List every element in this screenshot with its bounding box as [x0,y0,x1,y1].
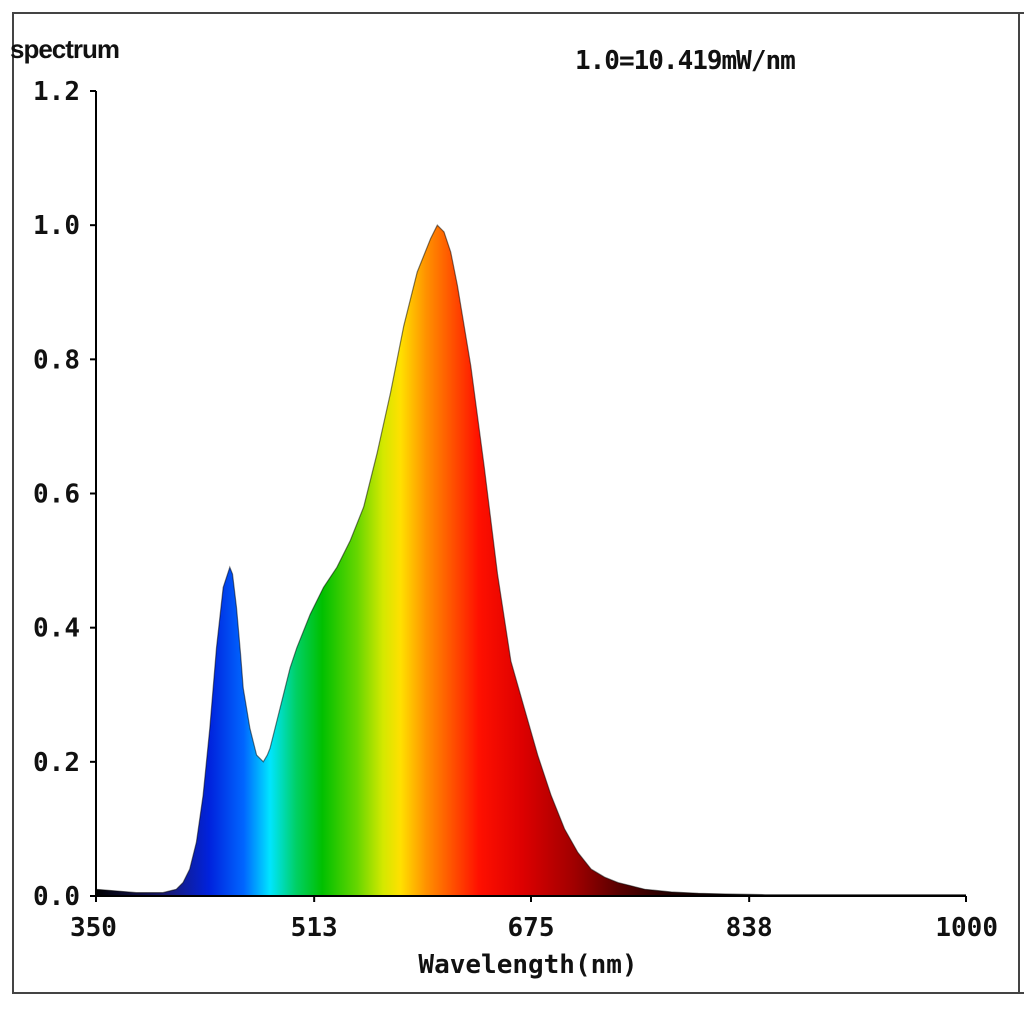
axes: 0.0 0.2 0.4 0.6 0.8 1.0 1.2 350 513 675 838 1000 Wav… [33,77,998,980]
plot-area [95,224,966,896]
x-tick-label: 1000 [935,913,998,943]
chart-frame [12,12,1024,994]
x-tick-label: 675 [508,913,555,943]
chart-frame-right-edge [1018,12,1020,994]
y-tick-label: 1.2 [33,77,80,107]
y-tick-label: 0.0 [33,882,80,912]
spectrum-area-series-0 [96,225,966,896]
y-tick-label: 0.6 [33,480,80,510]
y-tick-label: 0.8 [33,345,80,375]
y-tick-label: 0.4 [33,614,80,644]
scale-annotation: 1.0=10.419mW/nm [575,46,796,76]
x-tick-label: 350 [70,913,117,943]
x-tick-label: 838 [726,913,773,943]
spectrum-outline-series-0 [95,224,966,896]
x-axis-label: Wavelength(nm) [418,950,637,980]
y-tick-label: 0.2 [33,748,80,778]
chart-title: spectrum [10,34,120,64]
x-tick-label: 513 [291,913,338,943]
y-tick-label: 1.0 [33,211,80,241]
